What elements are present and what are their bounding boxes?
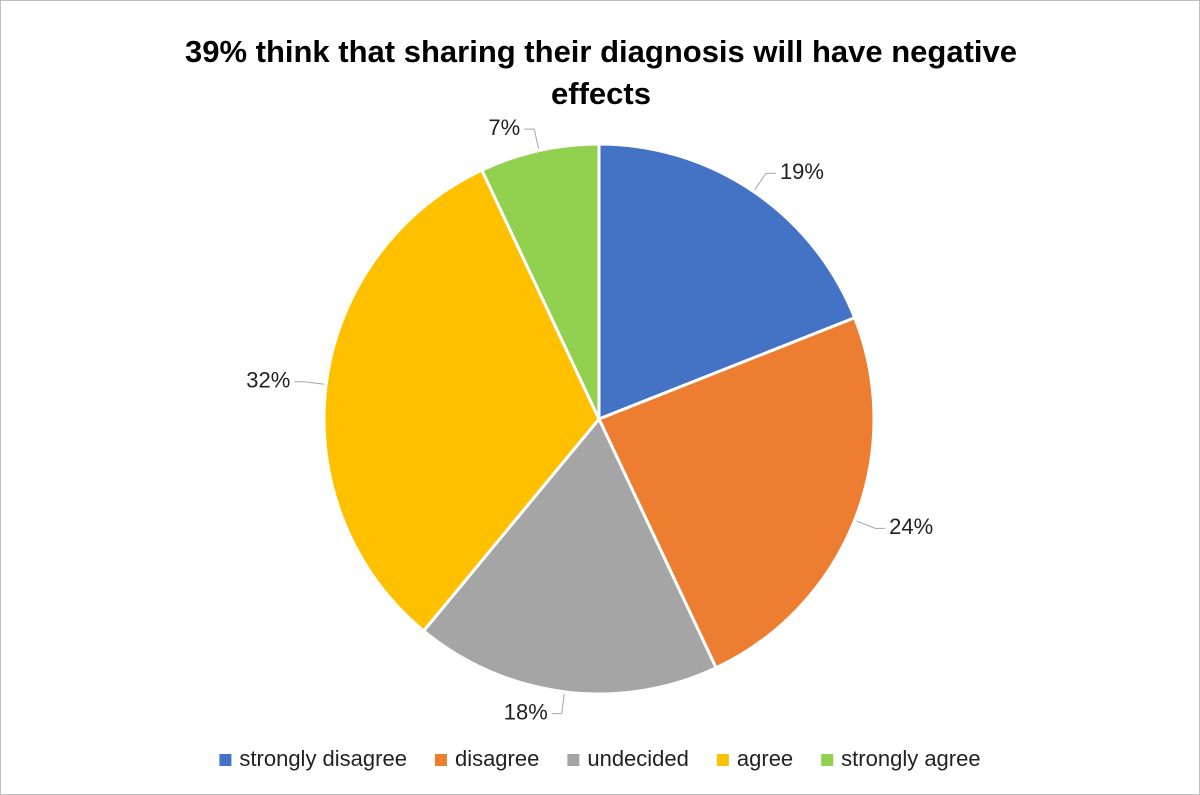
legend-swatch <box>567 754 580 766</box>
leader-line <box>294 381 325 385</box>
data-label: 19% <box>780 159 824 184</box>
legend-swatch <box>716 754 729 766</box>
legend-label: agree <box>737 746 793 771</box>
pie-slice <box>479 142 601 420</box>
leader-line <box>856 520 886 529</box>
pie-slice <box>322 168 601 634</box>
legend-swatch <box>434 754 447 766</box>
leader-line <box>524 128 540 149</box>
pie-slice <box>596 315 876 670</box>
leader-line <box>551 693 565 715</box>
data-label: 24% <box>889 514 933 539</box>
chart-title: 39% think that sharing their diagnosis w… <box>184 34 1018 111</box>
legend-label: strongly disagree <box>239 746 407 771</box>
data-label: 32% <box>246 368 290 393</box>
legend-label: undecided <box>587 746 689 771</box>
leader-line <box>754 172 776 191</box>
data-label: 18% <box>504 699 548 724</box>
pie-slice <box>597 142 857 422</box>
legend-swatch <box>821 754 834 766</box>
legend-label: disagree <box>455 746 539 771</box>
legend-swatch <box>219 754 232 766</box>
pie-slice <box>421 416 719 696</box>
data-label: 7% <box>488 115 520 140</box>
legend-label: strongly agree <box>841 746 980 771</box>
